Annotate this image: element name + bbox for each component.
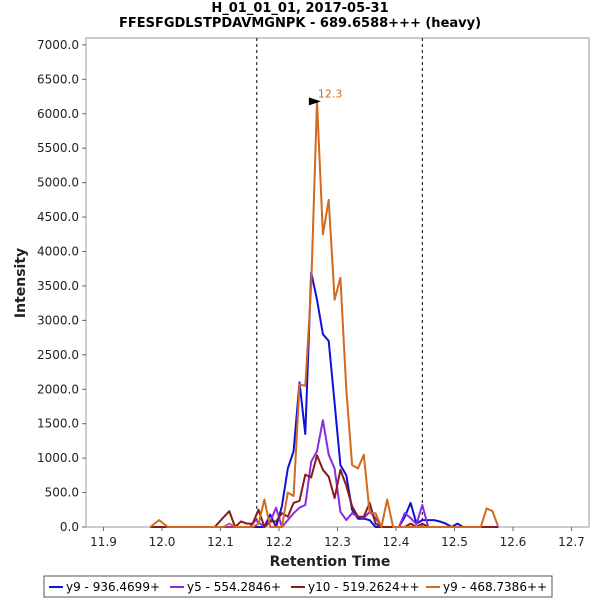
x-tick-label: 12.6 [500,535,527,549]
legend-item: y10 - 519.2624++ [308,580,420,594]
y-tick-label: 3000.0 [37,313,79,327]
legend-item: y5 - 554.2846+ [187,580,281,594]
series-line [149,100,500,528]
plot-area [85,37,590,528]
x-axis-label: Retention Time [270,554,391,570]
x-axis: 11.9 12.0 12.1 12.2 12.3 12.4 12.5 12.6 12.7 [90,527,585,549]
x-tick-label: 12.5 [441,535,468,549]
chart-subtitle: FFESFGDLSTPDAVMGNPK - 689.6588+++ (heavy… [119,16,481,31]
y-tick-label: 4000.0 [37,245,79,259]
peak-arrow-icon [308,97,321,106]
y-tick-label: 6000.0 [37,107,79,121]
peak-annotation-group: 12.3 [308,87,343,106]
x-tick-label: 12.1 [207,535,234,549]
y-tick-label: 4500.0 [37,210,79,224]
x-tick-label: 12.7 [558,535,585,549]
x-tick-label: 12.2 [266,535,293,549]
y-tick-label: 3500.0 [37,279,79,293]
y-tick-label: 2000.0 [37,382,79,396]
y-tick-label: 7000.0 [37,38,79,52]
y-tick-label: 6500.0 [37,72,79,86]
series-lines [149,100,500,528]
y-tick-label: 0.0 [60,520,79,534]
y-tick-label: 1000.0 [37,451,79,465]
y-tick-label: 5000.0 [37,176,79,190]
y-tick-label: 5500.0 [37,141,79,155]
y-tick-label: 2500.0 [37,348,79,362]
y-axis: 0.0 500.0 1000.0 1500.0 2000.0 2500.0 3000.0 35… [37,38,86,534]
y-axis-label: Intensity [13,248,29,318]
peak-annotation: 12.3 [318,87,343,100]
y-tick-label: 1500.0 [37,417,79,431]
legend: y9 - 936.4699+ y5 - 554.2846+ y10 - 519.26… [49,580,547,594]
x-tick-label: 12.3 [324,535,351,549]
x-tick-label: 12.4 [383,535,410,549]
x-tick-label: 12.0 [149,535,176,549]
x-tick-label: 11.9 [90,535,117,549]
legend-item: y9 - 936.4699+ [66,580,160,594]
legend-item: y9 - 468.7386++ [443,580,547,594]
y-tick-label: 500.0 [45,486,79,500]
chart-title: H_01_01_01, 2017-05-31 [211,1,388,16]
